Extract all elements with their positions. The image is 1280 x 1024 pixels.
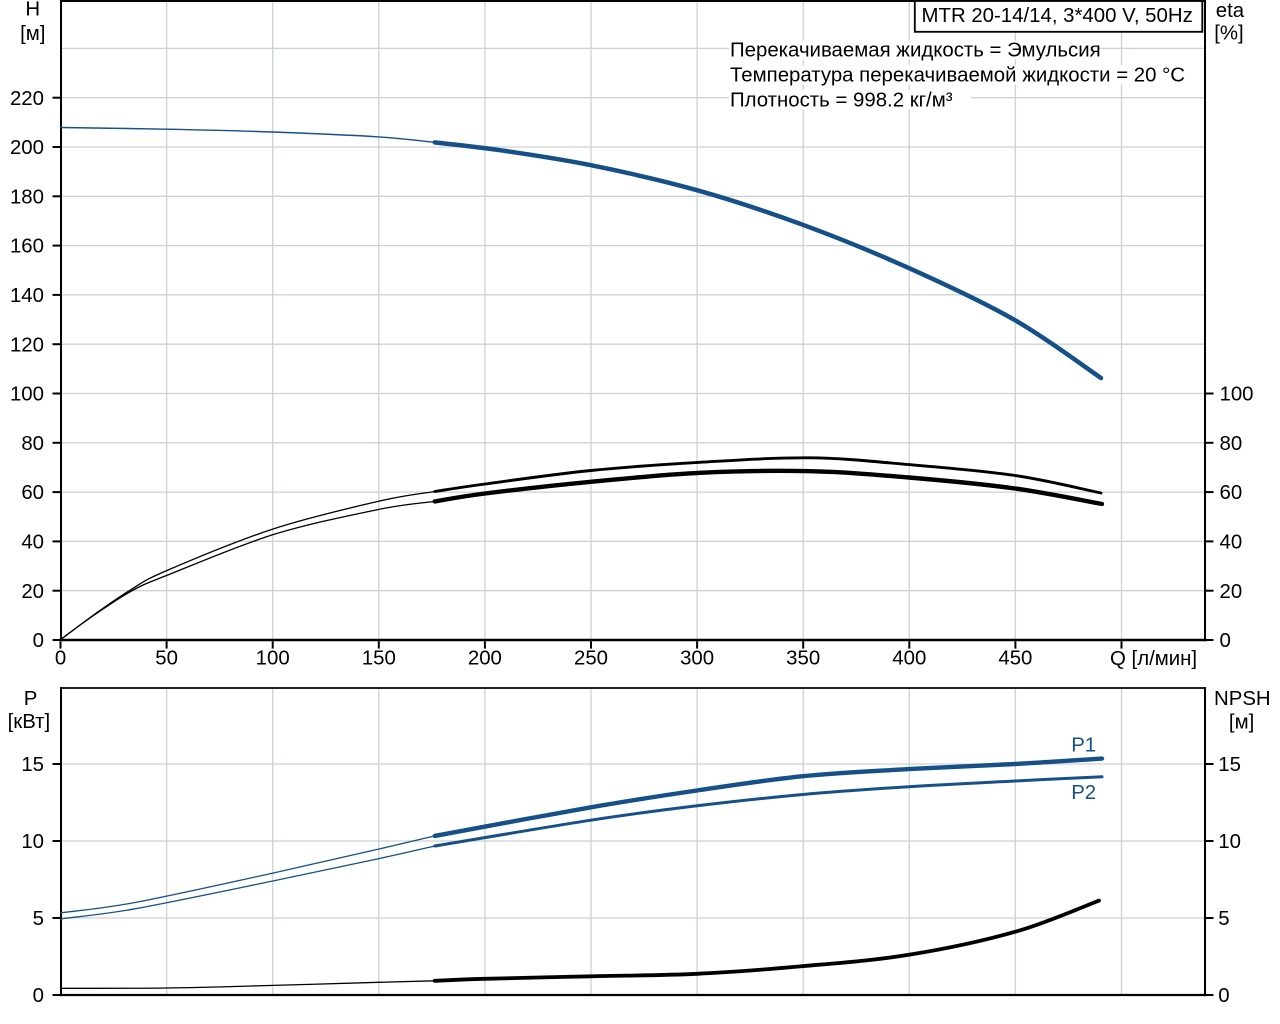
svg-text:100: 100	[10, 384, 44, 406]
svg-text:450: 450	[998, 648, 1032, 670]
svg-text:5: 5	[1218, 908, 1229, 930]
svg-text:P2: P2	[1071, 782, 1096, 804]
svg-text:[м]: [м]	[1229, 711, 1254, 733]
svg-text:MTR 20-14/14, 3*400 V, 50Hz: MTR 20-14/14, 3*400 V, 50Hz	[922, 5, 1193, 27]
svg-text:80: 80	[1220, 433, 1243, 455]
svg-text:160: 160	[10, 236, 44, 258]
svg-text:[м]: [м]	[20, 23, 45, 45]
svg-text:Температура перекачиваемой жид: Температура перекачиваемой жидкости = 20…	[730, 65, 1185, 87]
svg-text:P1: P1	[1071, 735, 1096, 757]
svg-text:100: 100	[1220, 384, 1254, 406]
svg-text:Плотность = 998.2 кг/м³: Плотность = 998.2 кг/м³	[730, 90, 953, 112]
svg-text:40: 40	[21, 532, 44, 554]
svg-text:10: 10	[1218, 831, 1241, 853]
svg-text:5: 5	[33, 908, 44, 930]
svg-text:60: 60	[21, 482, 44, 504]
svg-text:0: 0	[1220, 630, 1231, 652]
svg-text:0: 0	[33, 630, 44, 652]
svg-text:eta: eta	[1216, 0, 1245, 22]
svg-text:Перекачиваемая жидкость = Эмул: Перекачиваемая жидкость = Эмульсия	[730, 40, 1101, 62]
svg-text:H: H	[25, 0, 40, 21]
svg-text:120: 120	[10, 334, 44, 356]
svg-text:180: 180	[10, 186, 44, 208]
svg-text:350: 350	[786, 648, 820, 670]
svg-text:200: 200	[468, 648, 502, 670]
svg-text:20: 20	[21, 581, 44, 603]
svg-text:150: 150	[362, 648, 396, 670]
svg-text:20: 20	[1220, 581, 1243, 603]
svg-text:220: 220	[10, 88, 44, 110]
svg-text:200: 200	[10, 137, 44, 159]
svg-text:60: 60	[1220, 482, 1243, 504]
svg-text:15: 15	[21, 754, 44, 776]
svg-text:140: 140	[10, 285, 44, 307]
svg-text:[%]: [%]	[1214, 23, 1243, 45]
svg-text:P: P	[24, 688, 38, 710]
svg-text:300: 300	[680, 648, 714, 670]
svg-text:0: 0	[55, 648, 66, 670]
svg-text:0: 0	[33, 985, 44, 1007]
svg-text:400: 400	[892, 648, 926, 670]
svg-text:50: 50	[155, 648, 178, 670]
svg-text:0: 0	[1218, 985, 1229, 1007]
svg-text:250: 250	[574, 648, 608, 670]
svg-text:15: 15	[1218, 754, 1241, 776]
svg-text:100: 100	[256, 648, 290, 670]
svg-text:NPSH: NPSH	[1214, 688, 1271, 710]
svg-text:10: 10	[21, 831, 44, 853]
svg-text:40: 40	[1220, 532, 1243, 554]
svg-text:Q [л/мин]: Q [л/мин]	[1110, 648, 1197, 670]
svg-text:[кВт]: [кВт]	[8, 711, 51, 733]
svg-text:80: 80	[21, 433, 44, 455]
